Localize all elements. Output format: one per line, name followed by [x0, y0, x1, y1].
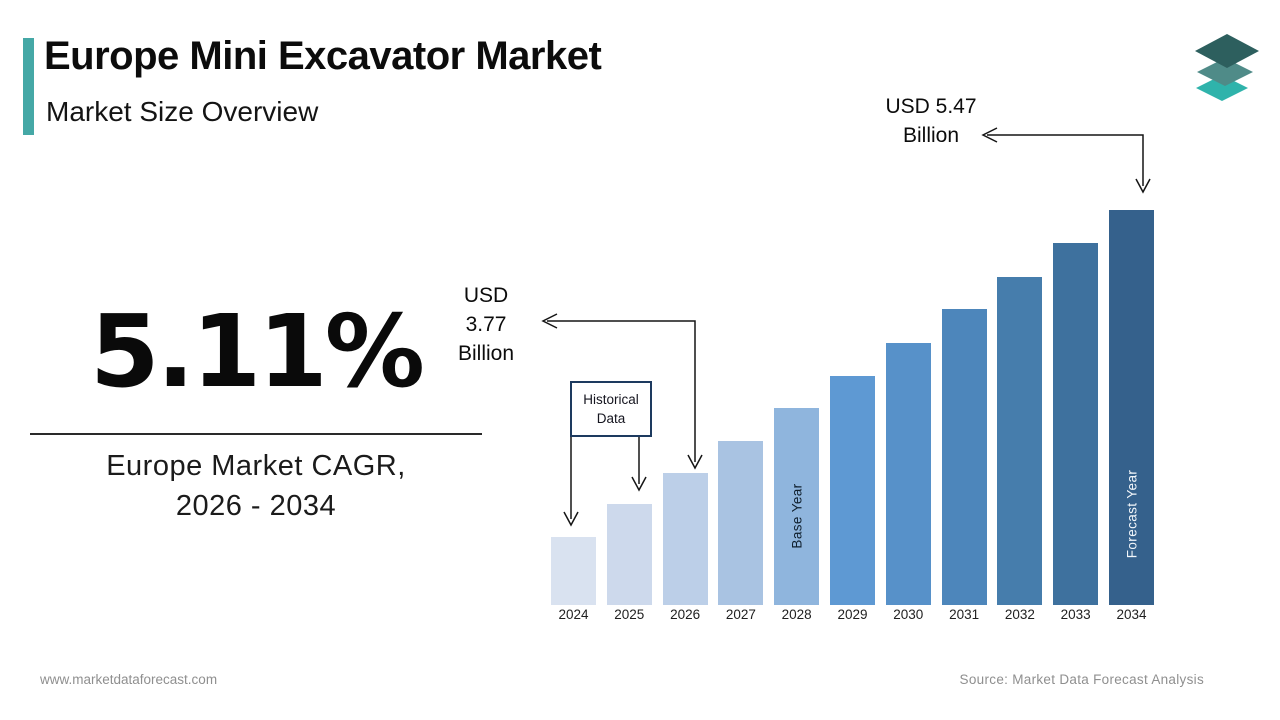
bar-2028	[774, 408, 820, 605]
bar-2034	[1109, 210, 1154, 605]
bar-2026	[662, 473, 708, 605]
bar-2032	[997, 276, 1043, 605]
arrow-historical-2025-head	[631, 476, 647, 492]
year-label-2031: 2031	[949, 607, 980, 622]
arrow-2026-head-down	[687, 454, 703, 470]
logo-layer-top	[1195, 34, 1259, 68]
year-label-2033: 2033	[1060, 607, 1091, 622]
arrow-historical-2024-head	[563, 511, 579, 527]
arrow-2034-line	[987, 134, 1144, 186]
bar-2027	[718, 440, 764, 605]
cagr-caption: Europe Market CAGR, 2026 - 2034	[20, 446, 492, 526]
source-note: Source: Market Data Forecast Analysis	[959, 672, 1204, 687]
historical-data-line1: Historical	[583, 392, 639, 407]
callout-2034-line1: USD 5.47	[885, 95, 977, 118]
logo-layer-bottom	[1196, 75, 1248, 101]
year-label-2034: 2034	[1116, 607, 1147, 622]
bar-2025	[606, 504, 652, 605]
callout-2034-line2: Billion	[902, 124, 960, 147]
title-accent-bar	[23, 38, 34, 135]
historical-data-line2: Data	[596, 411, 626, 426]
callout-2026-value: USD 3.77 Billion	[436, 281, 536, 368]
year-label-2032: 2032	[1004, 607, 1035, 622]
year-label-2026: 2026	[670, 607, 701, 622]
year-label-2029: 2029	[837, 607, 868, 622]
year-label-2024: 2024	[558, 607, 589, 622]
callout-2026-line1: USD	[463, 284, 509, 307]
bar-2033	[1053, 242, 1099, 605]
bar-2031	[941, 309, 987, 605]
historical-data-box: Historical Data	[570, 381, 652, 437]
callout-2034-value: USD 5.47 Billion	[856, 92, 1006, 150]
bar-2024	[551, 537, 596, 605]
callout-2026-line2: 3.77	[465, 313, 507, 336]
year-label-2030: 2030	[893, 607, 924, 622]
arrow-2034-head-left	[981, 127, 998, 143]
arrow-2026-line	[547, 320, 696, 462]
callout-2026-line3: Billion	[457, 342, 515, 365]
year-label-2025: 2025	[614, 607, 645, 622]
year-label-2027: 2027	[725, 607, 756, 622]
page-title: Europe Mini Excavator Market	[44, 34, 602, 78]
year-label-2028: 2028	[781, 607, 812, 622]
page-subtitle: Market Size Overview	[46, 96, 319, 127]
bar-2029	[830, 375, 875, 605]
logo-layer-middle	[1197, 58, 1253, 86]
arrow-2034-head-down	[1135, 178, 1151, 194]
cagr-caption-line1: Europe Market CAGR,	[106, 450, 406, 482]
cagr-caption-line2: 2026 - 2034	[175, 490, 337, 522]
arrow-2026-head-left	[541, 313, 558, 329]
bar-2030	[885, 343, 931, 605]
stat-divider	[30, 433, 482, 435]
market-data-forecast-logo	[1195, 34, 1259, 101]
website-url: www.marketdataforecast.com	[40, 672, 218, 687]
cagr-value: 5.11%	[90, 293, 425, 410]
